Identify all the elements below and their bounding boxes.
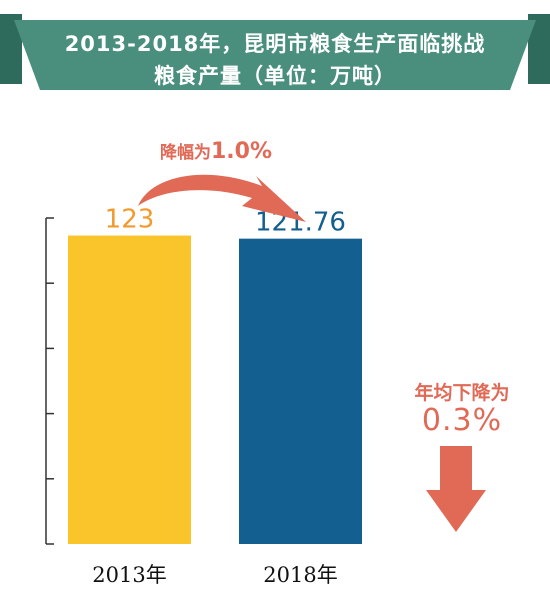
- bar-0: [68, 236, 191, 544]
- annual-change-value: 0.3%: [392, 403, 532, 438]
- bar-value-label-0: 123: [105, 205, 155, 235]
- annual-change-label: 年均下降为: [392, 378, 532, 405]
- change-label: 降幅为: [160, 143, 211, 163]
- category-label-1: 2018年: [263, 563, 337, 587]
- category-label-0: 2013年: [92, 563, 166, 587]
- change-annotation: 降幅为1.0%: [160, 138, 272, 164]
- down-arrow-icon: [426, 446, 486, 532]
- curved-arrow-icon: [138, 175, 306, 222]
- change-value: 1.0%: [211, 139, 272, 164]
- y-axis: [46, 218, 54, 544]
- category-labels: 2013年 2018年: [92, 563, 337, 587]
- bar-1: [239, 239, 362, 544]
- bars: [68, 236, 362, 544]
- bar-value-labels: 123 121.76: [105, 205, 346, 238]
